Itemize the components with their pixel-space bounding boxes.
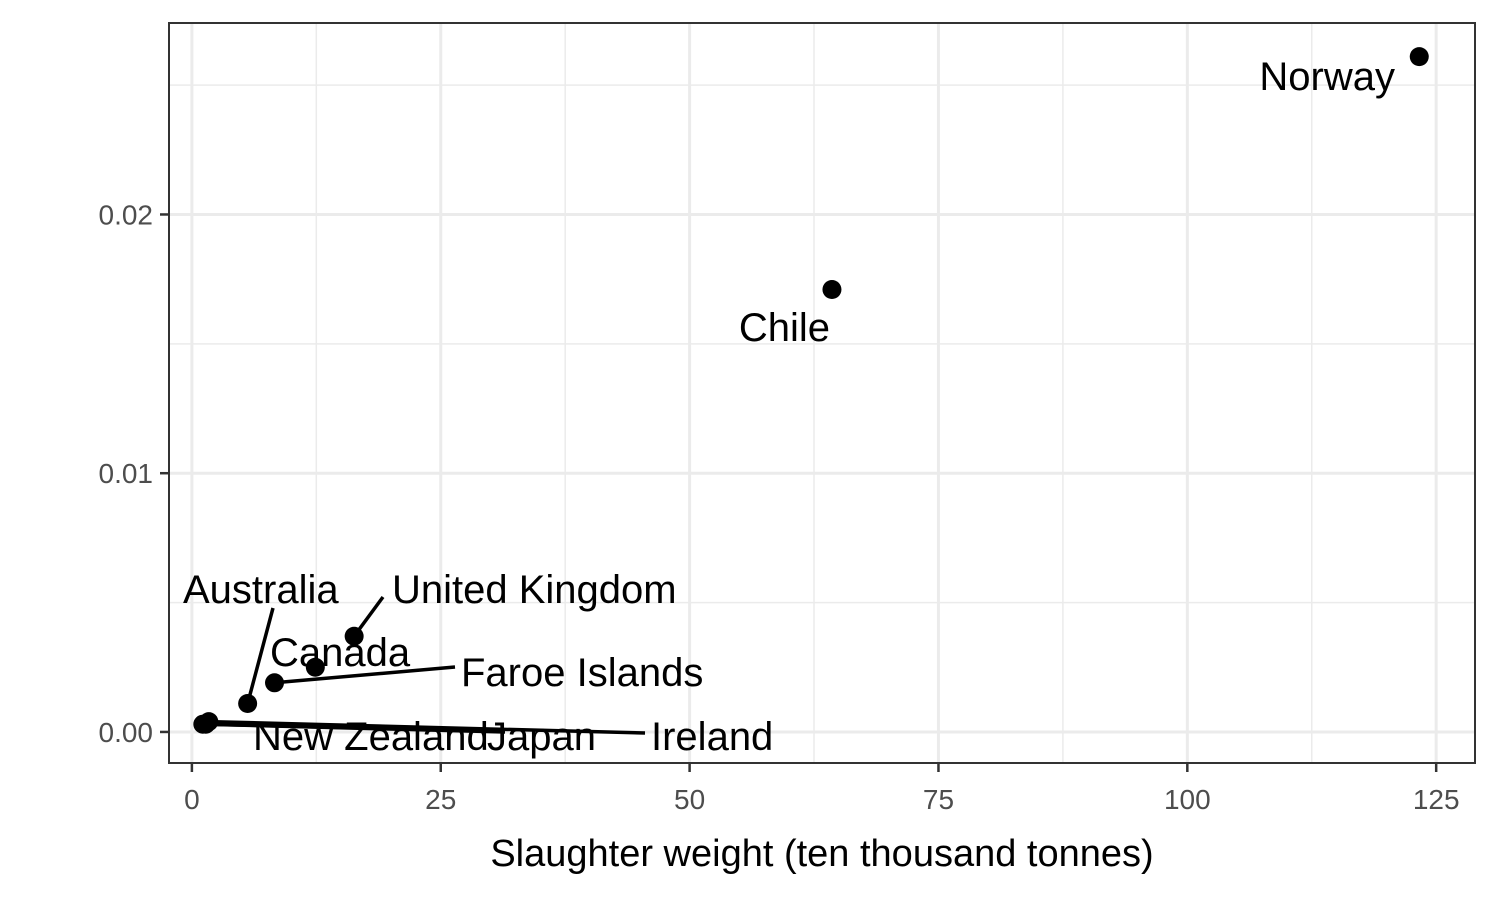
point-labels: Norway Chile United Kingdom Canada Faroe Isl… (183, 55, 1395, 759)
point-label: Faroe Islands (461, 651, 703, 695)
x-axis: 0 25 50 75 100 125 (184, 763, 1460, 815)
data-points (193, 47, 1429, 734)
label-connector-line (245, 607, 275, 704)
x-tick-label: 50 (674, 784, 705, 815)
data-point (1409, 47, 1429, 67)
y-axis: 0.00 0.01 0.02 (99, 199, 169, 748)
plot-panel-border (168, 22, 1476, 764)
data-point (238, 693, 258, 713)
y-tick-label: 0.00 (99, 717, 154, 748)
label-connectors (202, 595, 646, 735)
label-connector-line (208, 719, 646, 735)
point-label: Canada (270, 631, 411, 675)
data-point (822, 280, 842, 300)
y-tick-label: 0.01 (99, 458, 154, 489)
label-connector-line (274, 665, 456, 685)
data-point (265, 673, 285, 693)
point-label: Norway (1259, 55, 1395, 99)
plot-panel-background (169, 23, 1475, 763)
point-label: Ireland (651, 715, 773, 759)
point-label: United Kingdom (392, 568, 677, 612)
x-tick-label: 75 (923, 784, 954, 815)
x-tick-label: 0 (184, 784, 200, 815)
major-gridlines (169, 23, 1475, 763)
x-tick-label: 25 (425, 784, 456, 815)
x-axis-title: Slaughter weight (ten thousand tonnes) (490, 833, 1153, 875)
minor-gridlines (169, 23, 1475, 763)
data-point (193, 714, 213, 734)
x-tick-label: 100 (1164, 784, 1211, 815)
y-tick-label: 0.02 (99, 199, 154, 230)
point-label: Chile (739, 306, 830, 350)
data-point (344, 626, 364, 646)
data-point (305, 657, 325, 677)
x-tick-label: 125 (1413, 784, 1460, 815)
label-connector-line (202, 722, 506, 734)
point-label: Australia (183, 568, 339, 612)
point-label: New Zealand (253, 715, 489, 759)
point-label: Japan (487, 715, 596, 759)
